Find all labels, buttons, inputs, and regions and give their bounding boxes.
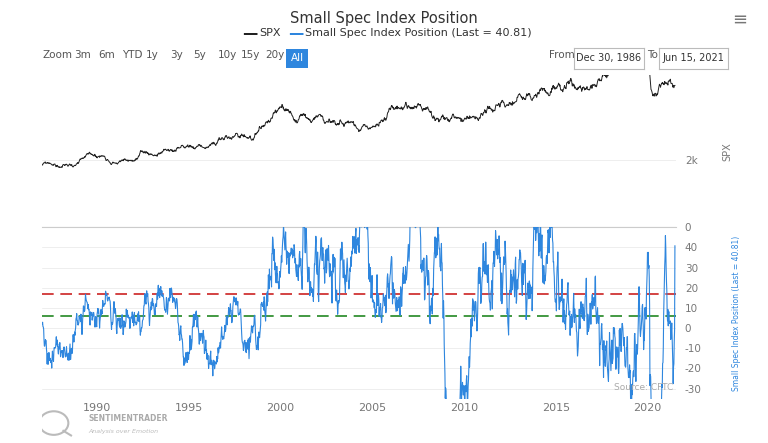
Text: 6m: 6m bbox=[98, 51, 115, 60]
Text: 20y: 20y bbox=[265, 51, 284, 60]
Text: 5y: 5y bbox=[194, 51, 207, 60]
Text: Dec 30, 1986: Dec 30, 1986 bbox=[577, 53, 641, 63]
Text: From: From bbox=[549, 51, 575, 60]
Text: 1y: 1y bbox=[146, 51, 159, 60]
Text: SENTIMENTRADER: SENTIMENTRADER bbox=[88, 414, 168, 423]
Text: To: To bbox=[647, 51, 658, 60]
Text: All: All bbox=[290, 53, 304, 63]
Y-axis label: Small Spec Index Position (Last = 40.81): Small Spec Index Position (Last = 40.81) bbox=[733, 235, 741, 391]
Text: ≡: ≡ bbox=[732, 11, 747, 29]
Text: Small Spec Index Position (Last = 40.81): Small Spec Index Position (Last = 40.81) bbox=[305, 28, 531, 38]
Text: Source: CFTC: Source: CFTC bbox=[614, 383, 674, 392]
Text: 3y: 3y bbox=[170, 51, 183, 60]
Text: Small Spec Index Position: Small Spec Index Position bbox=[290, 11, 478, 26]
Text: Analysis over Emotion: Analysis over Emotion bbox=[88, 429, 158, 435]
Text: —: — bbox=[242, 26, 257, 41]
Text: SPX: SPX bbox=[259, 28, 280, 38]
Text: 3m: 3m bbox=[74, 51, 91, 60]
Text: Jun 15, 2021: Jun 15, 2021 bbox=[663, 53, 724, 63]
Text: YTD: YTD bbox=[122, 51, 143, 60]
Text: 10y: 10y bbox=[217, 51, 237, 60]
Text: 15y: 15y bbox=[241, 51, 260, 60]
Text: Zoom: Zoom bbox=[42, 51, 72, 60]
Y-axis label: SPX: SPX bbox=[723, 142, 733, 161]
Text: —: — bbox=[288, 26, 303, 41]
